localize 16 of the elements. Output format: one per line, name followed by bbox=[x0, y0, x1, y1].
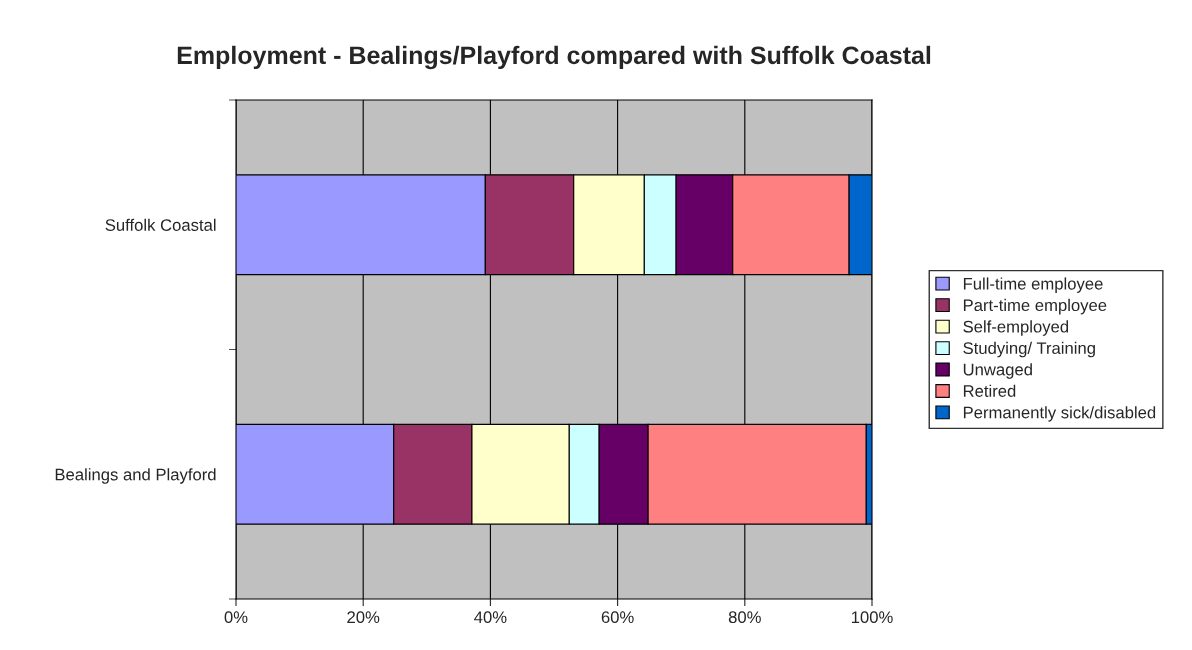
legend-label: Unwaged bbox=[963, 363, 1032, 379]
x-tick-label: 80% bbox=[728, 611, 761, 624]
legend-label: Studying/ Training bbox=[963, 341, 1095, 358]
x-tick-label: 100% bbox=[851, 611, 893, 624]
x-tick-label: 40% bbox=[474, 611, 507, 624]
legend-label: Retired bbox=[963, 384, 1016, 397]
legend-label: Self-employed bbox=[963, 320, 1069, 336]
legend-label: Part-time employee bbox=[963, 298, 1107, 315]
chart-title: Employment - Bealings/Playford compared with Suffolk Coastal bbox=[177, 45, 931, 70]
legend-label: Full-time employee bbox=[963, 277, 1103, 293]
x-tick-label: 0% bbox=[224, 611, 248, 624]
x-tick-label: 60% bbox=[601, 611, 634, 624]
x-tick-label: 20% bbox=[347, 611, 380, 624]
y-tick-label: Bealings and Playford bbox=[55, 468, 216, 484]
legend-label: Permanently sick/disabled bbox=[963, 406, 1156, 422]
y-tick-label: Suffolk Coastal bbox=[105, 218, 216, 231]
